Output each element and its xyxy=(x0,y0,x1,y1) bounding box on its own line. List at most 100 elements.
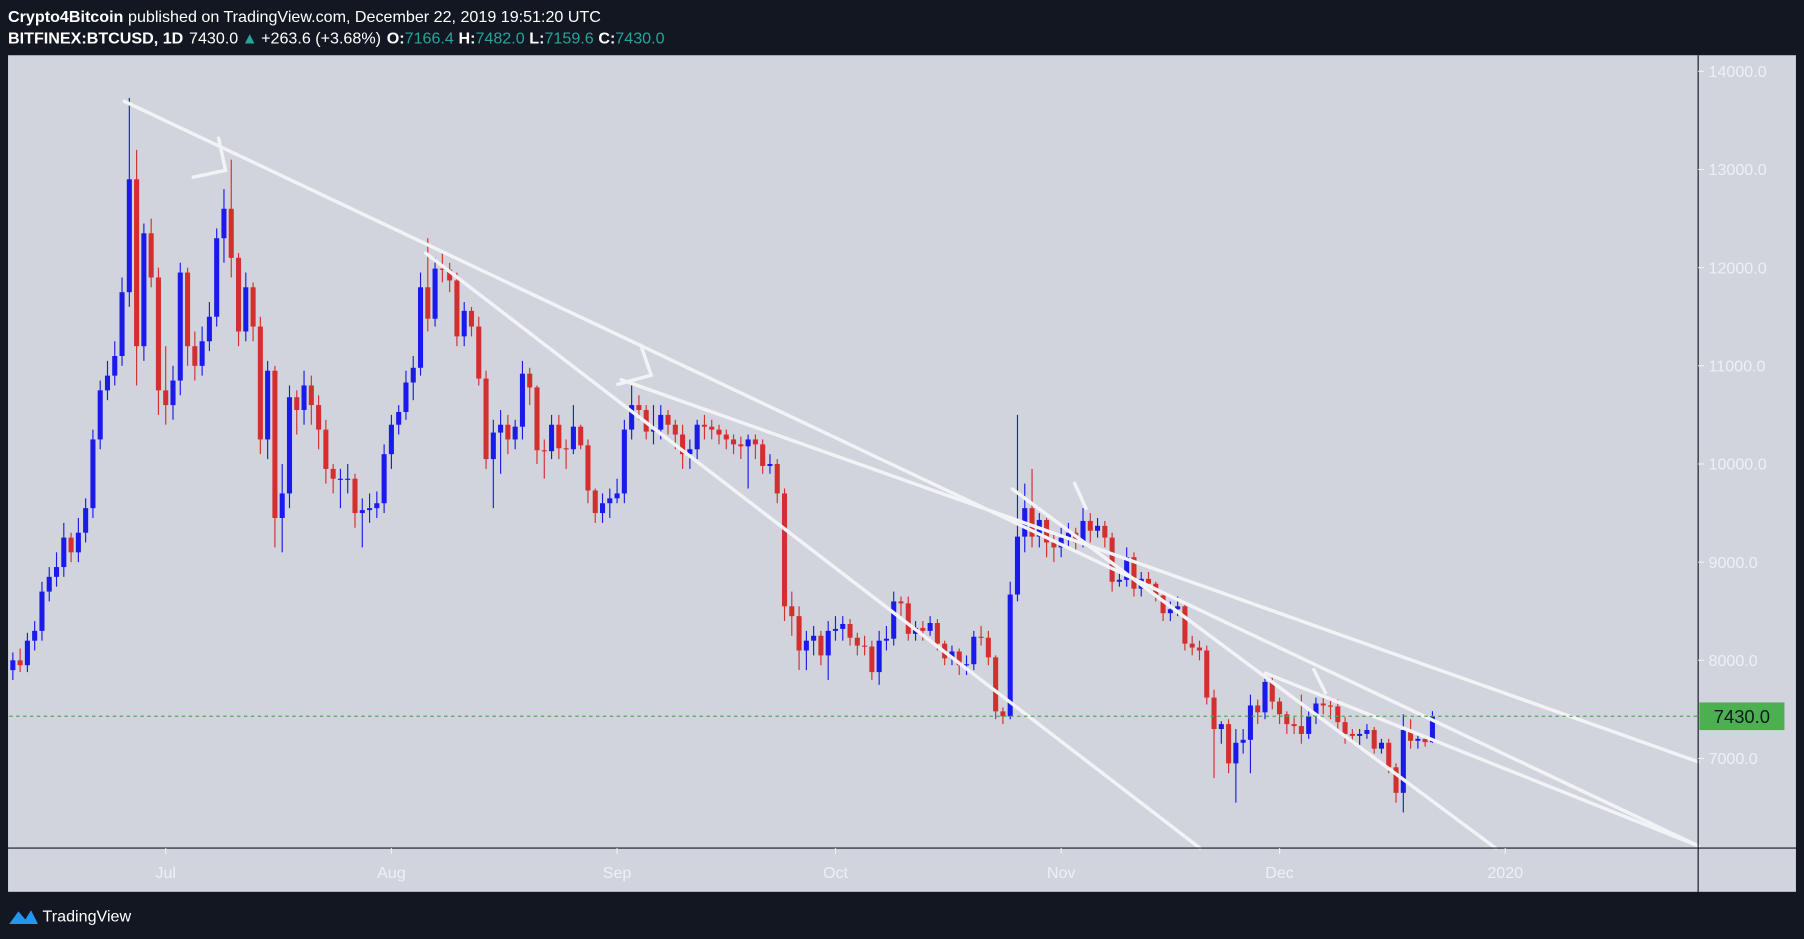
candle-body xyxy=(905,603,911,634)
candle-body xyxy=(927,623,933,631)
candle-body xyxy=(61,537,67,568)
candle-body xyxy=(243,287,249,332)
candle-body xyxy=(832,628,839,631)
change: +263.6 (+3.68%) xyxy=(261,30,381,48)
y-tick-label: 13000.0 xyxy=(1709,161,1767,179)
candle-body xyxy=(32,630,38,641)
last-price-label: 7430.0 xyxy=(1714,706,1770,727)
axes: 7000.0 8000.0 9000.0 10000.0 11000.0 12000.0 1… xyxy=(9,63,1785,882)
candle-body xyxy=(1371,730,1377,749)
author: Crypto4Bitcoin xyxy=(8,8,123,26)
candle-body xyxy=(672,424,678,435)
o-label: O: xyxy=(387,30,405,48)
candle-body xyxy=(476,326,482,379)
candle-body xyxy=(1349,733,1355,736)
candle-body xyxy=(1255,705,1261,713)
candle-body xyxy=(1422,738,1428,743)
direction: ▲ xyxy=(242,30,258,48)
candle-body xyxy=(1269,681,1275,702)
candle-body xyxy=(883,638,889,641)
candle-body xyxy=(1386,742,1392,768)
candle-body xyxy=(24,640,30,666)
y-tick-label: 8000.0 xyxy=(1709,652,1758,670)
candle-body xyxy=(490,432,496,460)
candle-body xyxy=(170,380,176,406)
candle-body xyxy=(97,390,103,440)
candle-body xyxy=(367,508,373,511)
trendline xyxy=(1263,671,1700,848)
c-value: 7430.0 xyxy=(615,30,664,48)
y-tick-label: 7000.0 xyxy=(1709,750,1758,768)
x-tick-label: 2020 xyxy=(1487,864,1523,882)
candle-body xyxy=(235,257,242,332)
candle-body xyxy=(1124,557,1130,580)
candle-body xyxy=(1189,643,1195,648)
candle-body xyxy=(447,269,453,281)
candle-body xyxy=(789,606,795,617)
candle-body xyxy=(1218,724,1224,730)
candle-body xyxy=(781,493,788,607)
candle-body xyxy=(621,429,627,494)
symbol: BITFINEX:BTCUSD, 1D xyxy=(8,30,183,48)
footer-brand: TradingView xyxy=(43,908,132,926)
candle-body xyxy=(687,449,693,455)
candle-body xyxy=(46,576,52,592)
candle-body xyxy=(1313,703,1319,717)
candle-body xyxy=(840,623,846,629)
trendline xyxy=(1010,487,1498,850)
publish-line: Crypto4Bitcoin published on TradingView.c… xyxy=(8,8,601,26)
trendline xyxy=(619,378,1700,764)
y-tick-label: 9000.0 xyxy=(1709,554,1758,572)
candle-body xyxy=(956,651,962,666)
candle-body xyxy=(388,424,394,455)
pivot-mark xyxy=(616,343,654,387)
candle-body xyxy=(541,450,547,452)
candle-body xyxy=(745,439,751,447)
candle-body xyxy=(192,346,198,366)
candle-body xyxy=(1429,716,1435,743)
candle-body xyxy=(665,414,671,425)
candle-body xyxy=(439,268,445,270)
candle-body xyxy=(308,385,314,406)
candle-body xyxy=(1080,520,1086,543)
candle-body xyxy=(993,657,999,712)
candle-body xyxy=(1408,730,1414,741)
candle-body xyxy=(454,280,460,337)
l-value: 7159.6 xyxy=(544,30,593,48)
pivot-mark xyxy=(1312,668,1328,695)
candle-body xyxy=(738,444,744,447)
candle-body xyxy=(592,490,598,514)
h-label: H: xyxy=(458,30,475,48)
candle-body xyxy=(570,426,576,450)
candle-body xyxy=(614,493,620,499)
candle-body xyxy=(214,238,220,317)
candle-body xyxy=(519,373,525,427)
candle-body xyxy=(396,411,402,425)
candle-body xyxy=(854,637,860,646)
candle-body xyxy=(1298,726,1304,734)
l-label: L: xyxy=(529,30,544,48)
pivot-mark xyxy=(1072,481,1088,511)
candle-body xyxy=(752,439,758,445)
candle-body xyxy=(701,424,707,427)
candle-body xyxy=(134,179,140,347)
candle-body xyxy=(294,397,300,410)
candle-body xyxy=(1160,595,1166,614)
candle-body xyxy=(549,424,555,452)
candle-body xyxy=(1233,742,1239,764)
candle-body xyxy=(534,387,540,451)
candle-body xyxy=(650,429,657,432)
candle-body xyxy=(585,445,591,491)
candle-body xyxy=(17,660,23,666)
x-tick-label: Aug xyxy=(377,864,406,882)
candle-body xyxy=(1087,520,1093,531)
candle-body xyxy=(1320,703,1326,706)
candle-body xyxy=(257,326,263,440)
candle-body xyxy=(1051,542,1057,548)
candle-body xyxy=(39,591,45,631)
candle-body xyxy=(286,397,293,494)
candle-body xyxy=(185,272,191,347)
candle-body xyxy=(636,405,642,410)
candle-body xyxy=(1116,579,1122,582)
candle-body xyxy=(301,385,307,410)
